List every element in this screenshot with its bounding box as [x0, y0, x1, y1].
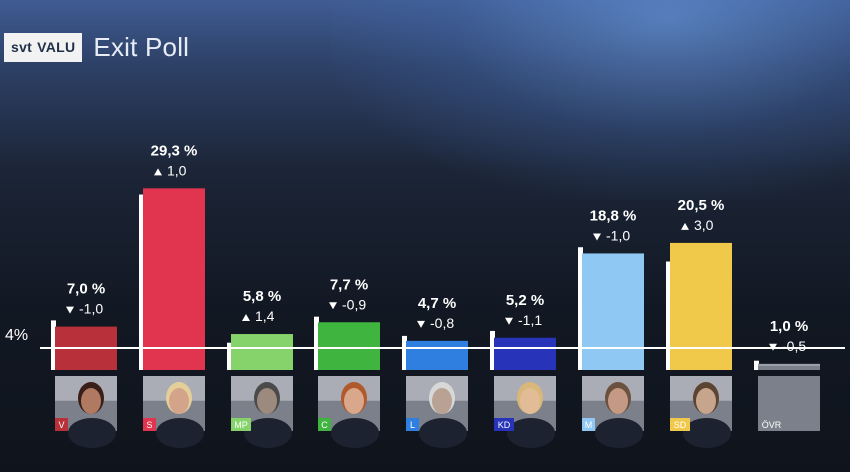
leader-shoulders-kd — [507, 418, 555, 448]
party-code-ovr: ÖVR — [762, 420, 782, 430]
bar-s — [143, 188, 205, 370]
bar-m — [582, 253, 644, 370]
party-code-v: V — [58, 420, 64, 430]
bar-ovr — [758, 363, 820, 370]
bar-c — [318, 322, 380, 370]
leader-shoulders-m — [595, 418, 643, 448]
change-label-l: -0,8 — [430, 315, 454, 331]
leader-face-c — [344, 388, 364, 414]
leader-shoulders-c — [331, 418, 379, 448]
value-label-s: 29,3 % — [151, 142, 198, 159]
arrow-up-icon-sd — [681, 222, 689, 230]
value-label-v: 7,0 % — [67, 281, 105, 298]
arrow-down-icon-m — [593, 233, 601, 241]
party-tag-s — [143, 418, 156, 431]
leader-shoulders-l — [419, 418, 467, 448]
party-code-sd: SD — [674, 420, 687, 430]
party-tag-sd — [670, 418, 690, 431]
change-label-s: 1,0 — [167, 162, 187, 178]
party-code-m: M — [585, 420, 593, 430]
party-tag-mp — [231, 418, 251, 431]
bar-sd — [670, 242, 732, 370]
arrow-down-icon-l — [417, 320, 425, 328]
previous-result-marker-m — [578, 247, 583, 370]
arrow-down-icon-c — [329, 302, 337, 310]
previous-result-marker-mp — [227, 342, 232, 370]
value-label-l: 4,7 % — [418, 295, 456, 312]
party-tag-c — [318, 418, 331, 431]
bar-top-ovr — [758, 364, 820, 366]
previous-result-marker-c — [314, 316, 319, 370]
leader-face-m — [608, 388, 628, 414]
value-label-c: 7,7 % — [330, 276, 368, 293]
change-label-m: -1,0 — [606, 227, 630, 243]
party-code-c: C — [321, 420, 328, 430]
bar-l — [406, 340, 468, 370]
leader-face-kd — [520, 388, 540, 414]
change-label-kd: -1,1 — [518, 312, 542, 328]
change-label-c: -0,9 — [342, 296, 366, 312]
party-code-mp: MP — [234, 420, 248, 430]
party-code-s: S — [146, 420, 152, 430]
leader-shoulders-sd — [683, 418, 731, 448]
party-code-l: L — [410, 420, 415, 430]
change-label-sd: 3,0 — [694, 217, 714, 233]
leader-face-s — [169, 388, 189, 414]
previous-result-marker-v — [51, 320, 56, 370]
value-label-m: 18,8 % — [590, 207, 637, 224]
leader-face-mp — [257, 388, 277, 414]
party-tag-v — [55, 418, 68, 431]
logo-brand: svt — [11, 39, 33, 55]
threshold-label: 4% — [5, 327, 28, 344]
previous-result-marker-sd — [666, 261, 671, 370]
leader-face-v — [81, 388, 101, 414]
leader-face-l — [432, 388, 452, 414]
value-label-kd: 5,2 % — [506, 292, 544, 309]
svt-valu-logo: svt VALU — [4, 32, 83, 62]
previous-result-marker-kd — [490, 330, 495, 370]
bar-kd — [494, 337, 556, 370]
page-title: Exit Poll — [93, 31, 190, 62]
party-tag-m — [582, 418, 595, 431]
party-tag-kd — [494, 418, 514, 431]
leader-shoulders-mp — [244, 418, 292, 448]
value-label-ovr: 1,0 % — [770, 318, 808, 335]
value-label-sd: 20,5 % — [678, 197, 725, 214]
header: svt VALU Exit Poll — [4, 32, 189, 62]
arrow-up-icon-s — [154, 168, 162, 176]
change-label-v: -1,0 — [79, 301, 103, 317]
arrow-down-icon-v — [66, 306, 74, 314]
party-tag-l — [406, 418, 419, 431]
previous-result-marker-ovr — [754, 360, 759, 370]
leader-shoulders-s — [156, 418, 204, 448]
leader-face-sd — [696, 388, 716, 414]
leader-photo-ovr — [758, 376, 820, 431]
change-label-ovr: -0,5 — [782, 338, 806, 354]
bar-mp — [231, 334, 293, 370]
value-label-mp: 5,8 % — [243, 288, 281, 305]
logo-product: VALU — [37, 39, 76, 55]
change-label-mp: 1,4 — [255, 308, 275, 324]
arrow-up-icon-mp — [242, 314, 250, 322]
leader-shoulders-v — [68, 418, 116, 448]
previous-result-marker-s — [139, 194, 144, 370]
previous-result-marker-l — [402, 335, 407, 370]
party-code-kd: KD — [498, 420, 511, 430]
arrow-down-icon-kd — [505, 317, 513, 325]
